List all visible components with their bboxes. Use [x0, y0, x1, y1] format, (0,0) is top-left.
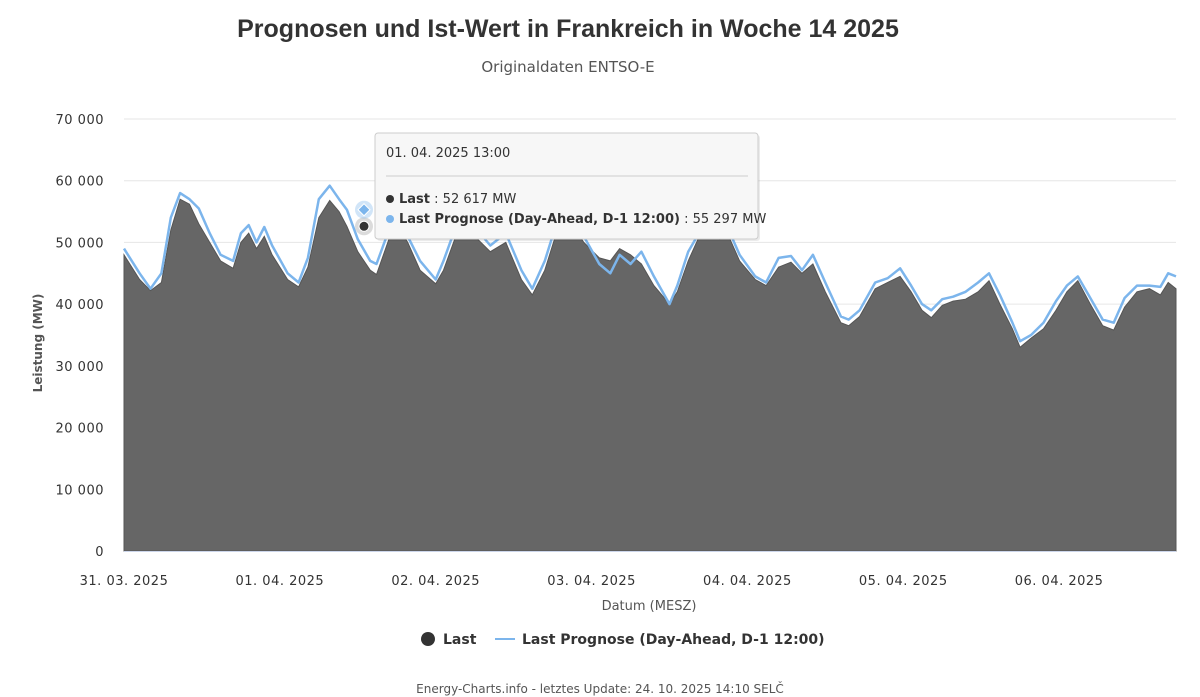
tooltip-last-value: 52 617 MW	[443, 192, 517, 207]
tooltip-row-last: Last : 52 617 MW	[399, 192, 517, 207]
tooltip-forecast-value: 55 297 MW	[693, 212, 767, 227]
x-tick-label: 06. 04. 2025	[1015, 574, 1104, 589]
footer-credit: Energy-Charts.info - letztes Update: 24.…	[416, 681, 784, 696]
x-tick-label: 03. 04. 2025	[547, 574, 636, 589]
y-tick-label: 30 000	[56, 360, 105, 375]
x-axis-title: Datum (MESZ)	[602, 599, 697, 614]
tooltip-header: 01. 04. 2025 13:00	[386, 146, 510, 161]
hover-markers	[355, 200, 374, 236]
tooltip-last-label: Last	[399, 192, 430, 207]
x-tick-label: 05. 04. 2025	[859, 574, 948, 589]
y-tick-label: 60 000	[56, 175, 105, 190]
tooltip: 01. 04. 2025 13:00 Last : 52 617 MW Last…	[374, 132, 766, 241]
tooltip-forecast-marker	[386, 215, 394, 223]
x-axis-ticks: 31. 03. 2025 01. 04. 2025 02. 04. 2025 03. …	[80, 574, 1104, 589]
y-tick-label: 70 000	[56, 113, 105, 128]
x-tick-label: 04. 04. 2025	[703, 574, 792, 589]
chart-subtitle: Originaldaten ENTSO-E	[481, 58, 654, 76]
y-axis-ticks: 0 10 000 20 000 30 000 40 000 50 000 60 000 70 …	[56, 113, 105, 560]
legend: Last Last Prognose (Day-Ahead, D-1 12:00…	[421, 632, 825, 648]
y-tick-label: 10 000	[56, 483, 105, 498]
series-last-area[interactable]	[123, 198, 1177, 552]
tooltip-last-marker	[386, 195, 394, 203]
hover-point-last	[358, 220, 370, 232]
x-tick-label: 01. 04. 2025	[236, 574, 325, 589]
x-tick-label: 02. 04. 2025	[391, 574, 480, 589]
tooltip-forecast-label: Last Prognose (Day-Ahead, D-1 12:00)	[399, 212, 680, 227]
legend-item-last[interactable]: Last	[421, 632, 477, 648]
tooltip-row-forecast: Last Prognose (Day-Ahead, D-1 12:00) : 5…	[399, 212, 766, 227]
y-tick-label: 50 000	[56, 236, 105, 251]
series-forecast-line[interactable]	[122, 184, 1177, 343]
plot-area[interactable]	[122, 184, 1177, 552]
legend-last-symbol	[421, 632, 435, 646]
y-tick-label: 20 000	[56, 422, 105, 437]
hover-point-forecast	[357, 203, 371, 217]
x-tick-label: 31. 03. 2025	[80, 574, 169, 589]
legend-forecast-label: Last Prognose (Day-Ahead, D-1 12:00)	[522, 632, 825, 648]
legend-item-forecast[interactable]: Last Prognose (Day-Ahead, D-1 12:00)	[495, 632, 825, 648]
y-tick-label: 0	[95, 545, 104, 560]
y-axis-title: Leistung (MW)	[31, 294, 45, 393]
y-tick-label: 40 000	[56, 298, 105, 313]
tooltip-box	[374, 132, 759, 240]
chart-title: Prognosen und Ist-Wert in Frankreich in …	[237, 15, 899, 43]
legend-last-label: Last	[443, 632, 477, 648]
